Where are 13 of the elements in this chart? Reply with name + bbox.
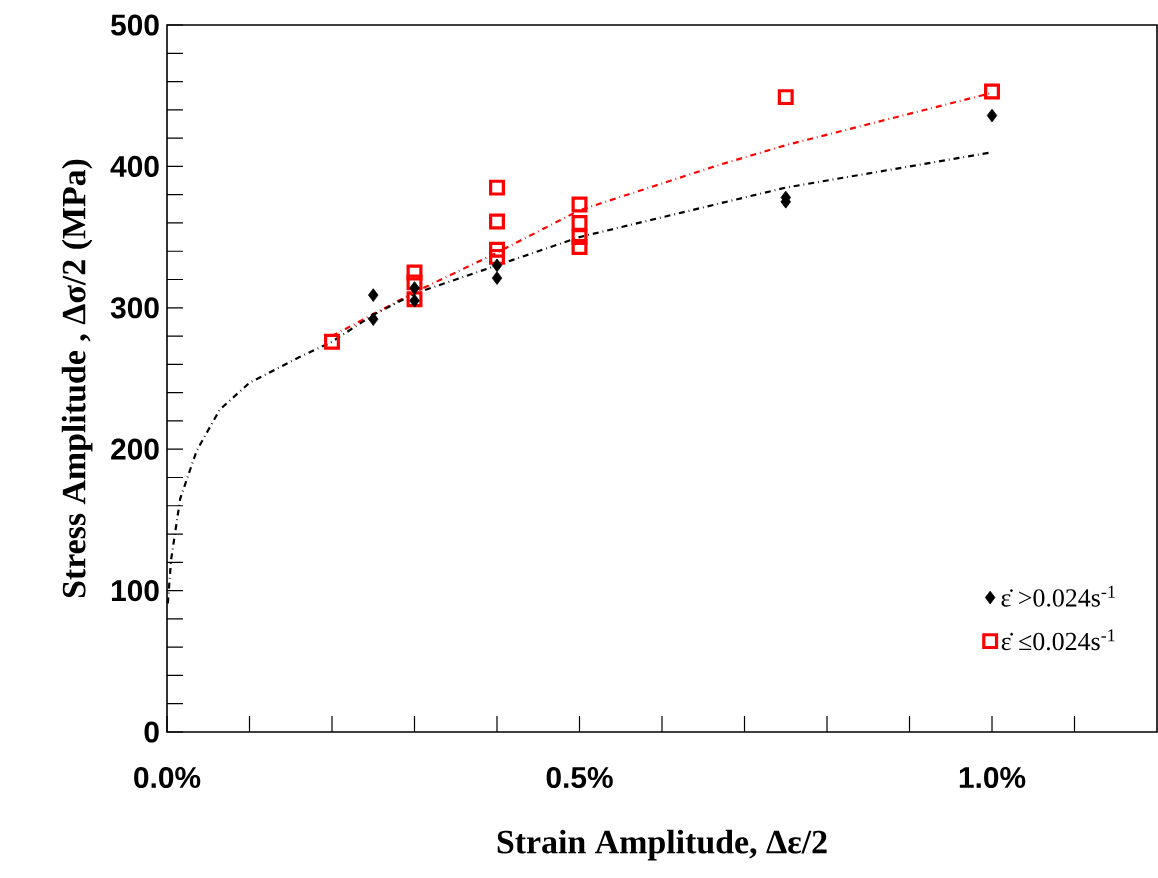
y-tick-label: 400: [110, 155, 159, 177]
y-tick-label: 100: [111, 580, 159, 602]
y-tick-label: 300: [110, 297, 159, 319]
x-axis-title: Strain Amplitude, Δε/2: [497, 829, 827, 861]
y-tick-label: 0: [144, 721, 159, 743]
y-axis-title: Stress Amplitude , Δσ/2 (MPa): [61, 159, 93, 598]
legend-label: ε̇ ≤0.024s$^{-1}$: [1001, 629, 1115, 651]
x-tick-label: 1.0%: [959, 766, 1026, 789]
x-tick-label: 0.0%: [134, 766, 201, 789]
y-tick-label: 200: [111, 438, 159, 460]
y-tick-label: 500: [111, 14, 159, 36]
legend-label: ε̇ >0.024s$^{-1}$: [1001, 585, 1115, 607]
x-tick-label: 0.5%: [546, 766, 613, 789]
